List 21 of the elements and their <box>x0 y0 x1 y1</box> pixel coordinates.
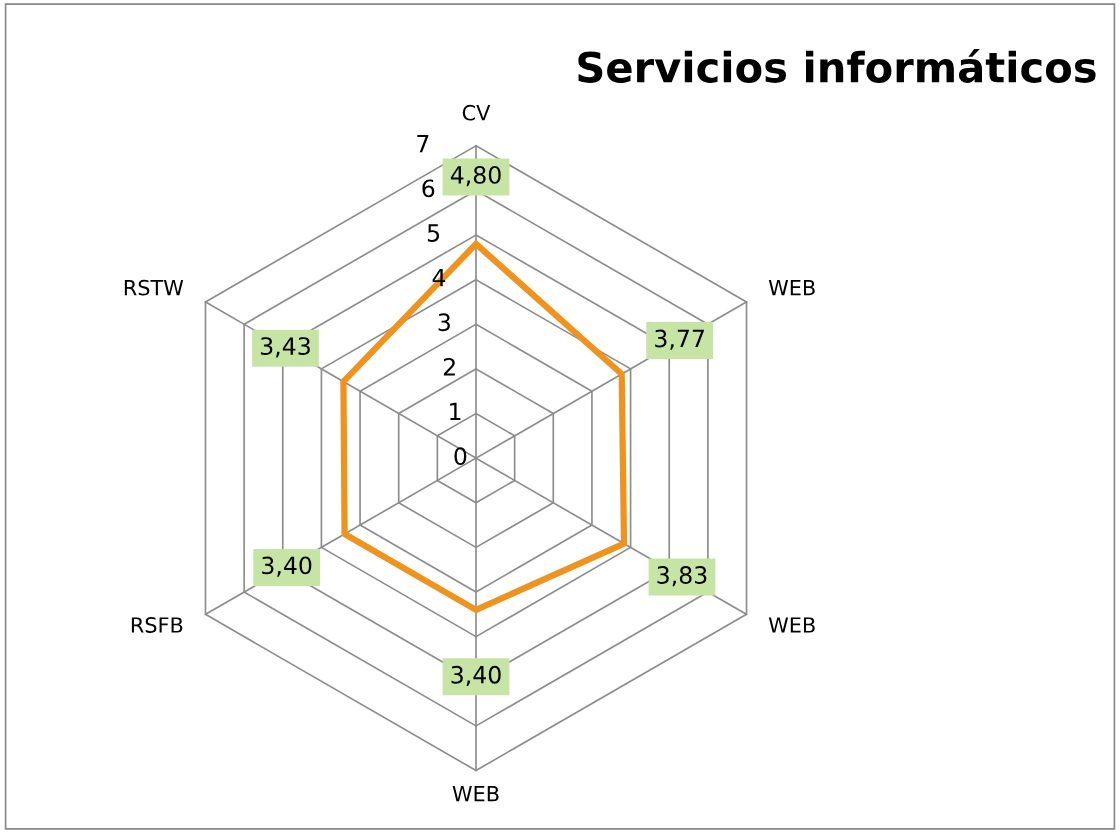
spoke-label: WEB <box>452 786 499 802</box>
data-label: 3,77 <box>655 329 704 350</box>
data-label: 3,43 <box>260 337 310 358</box>
y-tick-label: 6 <box>422 179 435 198</box>
y-tick-label: 1 <box>450 402 461 421</box>
spoke-label: RSFB <box>131 617 183 633</box>
spoke-label: WEB <box>768 617 815 633</box>
y-tick-label: 2 <box>443 357 455 376</box>
y-tick-label: 7 <box>417 135 429 153</box>
spoke-label: CV <box>462 104 491 121</box>
data-label: 3,40 <box>451 665 501 687</box>
data-label: 3,83 <box>657 566 707 587</box>
y-tick-label: 4 <box>432 268 446 287</box>
spoke-label: WEB <box>768 280 815 296</box>
spoke-label: RSTW <box>124 279 184 296</box>
y-tick-label: 3 <box>438 313 450 332</box>
data-label: 3,40 <box>262 556 312 577</box>
data-label: 4,80 <box>450 166 501 187</box>
chart-title: Servicios informáticos <box>578 48 1096 83</box>
y-tick-label: 0 <box>454 447 467 465</box>
y-tick-label: 5 <box>427 224 440 242</box>
